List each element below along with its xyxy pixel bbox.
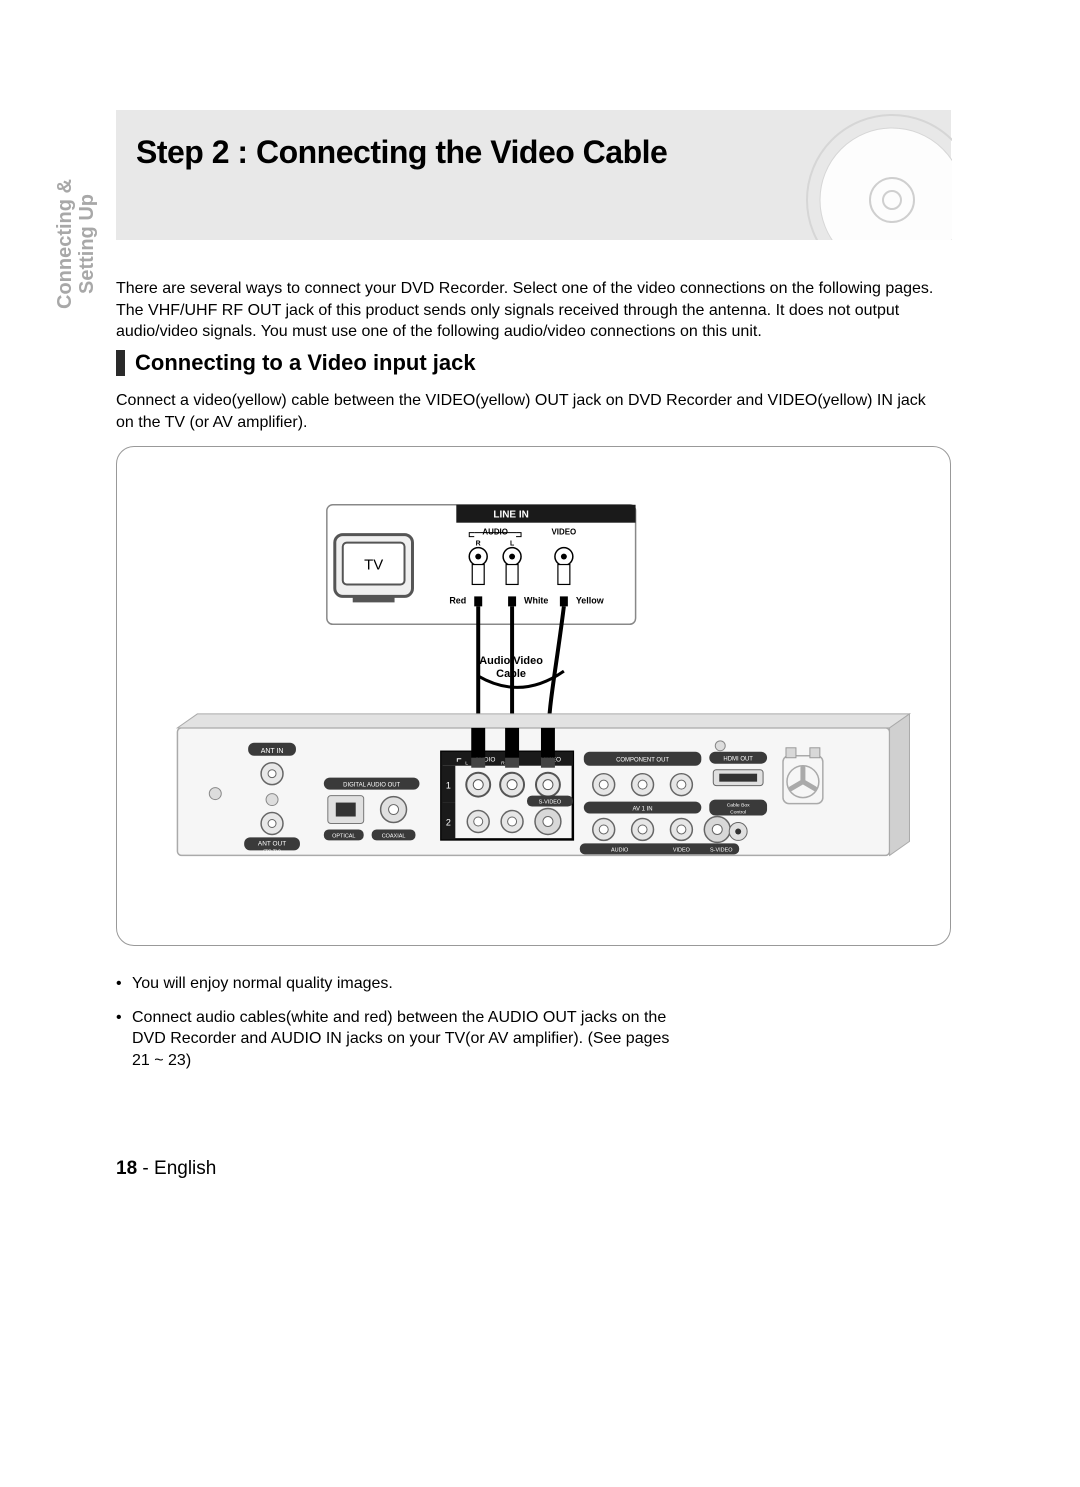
page-number: 18	[116, 1158, 137, 1179]
optical-label: OPTICAL	[332, 833, 355, 839]
coaxial-label: COAXIAL	[382, 833, 406, 839]
red-label: Red	[449, 595, 466, 605]
svg-text:L: L	[465, 761, 468, 767]
hdmi-out-label: HDMI OUT	[723, 757, 753, 763]
page-title: Step 2 : Connecting the Video Cable	[136, 134, 667, 171]
section-heading: Connecting to a Video input jack	[135, 350, 476, 376]
disc-icon	[782, 110, 952, 240]
footer-language: English	[154, 1158, 216, 1179]
yellow-label: Yellow	[576, 595, 604, 605]
audio-label: AUDIO	[482, 528, 508, 537]
section-heading-row: Connecting to a Video input jack	[116, 350, 476, 376]
notes-list: You will enjoy normal quality images. Co…	[116, 973, 676, 1083]
svg-text:S-VIDEO: S-VIDEO	[710, 847, 732, 853]
ant-out-label: ANT OUT	[258, 840, 286, 847]
connection-diagram-svg: TV LINE IN AUDIO R L VIDEO	[117, 447, 950, 945]
tv-jack-white	[503, 548, 521, 585]
ant-out-sub: (TO TV)	[263, 848, 281, 854]
svg-text:VIDEO: VIDEO	[673, 847, 690, 853]
svg-text:R: R	[501, 761, 505, 767]
avout-jack-1v	[536, 773, 560, 797]
intro-paragraph: There are several ways to connect your D…	[116, 278, 946, 343]
cablebox-label: Cable Box	[727, 803, 750, 809]
line-in-label: LINE IN	[493, 510, 528, 521]
tv-label: TV	[364, 557, 383, 574]
avout-row1: 1	[446, 781, 451, 791]
cable-label-2: Cable	[496, 668, 526, 680]
avout-row2: 2	[446, 817, 451, 827]
recorder-back-panel: ANT IN ANT OUT (TO TV) DIGITAL AUDIO OUT	[177, 714, 909, 855]
chapter-tab: Connecting & Setting Up	[54, 164, 98, 324]
svideo-label: S-VIDEO	[539, 800, 562, 806]
note-item-1: You will enjoy normal quality images.	[116, 973, 676, 995]
avout-jack-1r	[500, 773, 524, 797]
cable-label-1: Audio/Video	[479, 655, 543, 667]
section-heading-bar	[116, 350, 125, 376]
video-label: VIDEO	[552, 528, 577, 537]
tv-back-group: TV LINE IN AUDIO R L VIDEO	[327, 505, 636, 625]
audio-l: L	[510, 541, 515, 548]
chapter-tab-line2: Setting Up	[76, 164, 98, 324]
page-footer: 18 - English	[116, 1158, 216, 1180]
section-body: Connect a video(yellow) cable between th…	[116, 390, 946, 433]
control-label: Control	[730, 810, 746, 816]
digital-audio-out-label: DIGITAL AUDIO OUT	[343, 783, 400, 789]
chapter-tab-line1: Connecting &	[54, 179, 76, 309]
avout-jack-1l	[466, 773, 490, 797]
ant-in-label: ANT IN	[261, 748, 284, 755]
tv-jack-yellow	[555, 548, 573, 585]
svg-text:AUDIO: AUDIO	[611, 847, 628, 853]
av1in-label: AV 1 IN	[632, 807, 652, 813]
footer-sep: -	[137, 1158, 154, 1179]
tv-jack-red	[469, 548, 487, 585]
note-item-2: Connect audio cables(white and red) betw…	[116, 1007, 676, 1072]
connection-diagram: TV LINE IN AUDIO R L VIDEO	[116, 446, 951, 946]
component-out-label: COMPONENT OUT	[616, 758, 669, 764]
white-label: White	[524, 595, 548, 605]
audio-r: R	[476, 541, 481, 548]
